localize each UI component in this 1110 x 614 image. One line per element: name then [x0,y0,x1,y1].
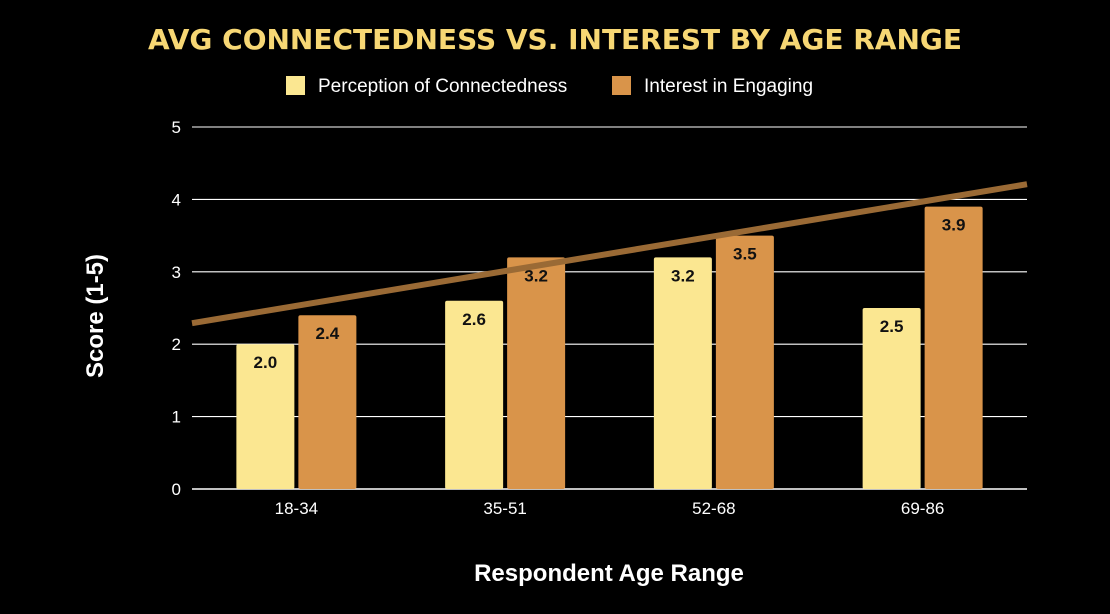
x-axis-ticks: 18-34 35-51 52-68 69-86 [275,499,945,518]
x-axis-title: Respondent Age Range [474,560,744,587]
x-tick-label: 18-34 [275,499,318,518]
data-label: 2.4 [316,324,340,343]
bar-interest-35-51 [507,257,566,489]
bar-connectedness-52-68 [653,257,712,489]
x-tick-label: 52-68 [692,499,735,518]
y-axis-title: Score (1-5) [82,254,109,378]
bar-connectedness-69-86 [862,308,921,489]
y-tick-label: 5 [172,118,181,137]
legend-label-connectedness: Perception of Connectedness [318,76,567,97]
bar-connectedness-18-34 [236,344,295,489]
data-label: 2.6 [462,310,486,329]
y-tick-label: 0 [172,480,181,499]
data-label: 2.5 [880,317,904,336]
legend: Perception of Connectedness Interest in … [286,76,813,97]
legend-swatch-interest [612,76,631,95]
chart-title: AVG CONNECTEDNESS VS. INTEREST BY AGE RA… [148,23,962,56]
x-tick-label: 69-86 [901,499,944,518]
bars: 2.0 2.4 2.6 3.2 3.2 3.5 2.5 3.9 [236,206,983,489]
bar-interest-18-34 [298,315,357,489]
legend-swatch-connectedness [286,76,305,95]
y-axis-ticks: 0 1 2 3 4 5 [172,118,181,499]
trendline-group [191,181,1028,327]
data-label: 3.2 [671,266,695,285]
trendline [191,181,1028,327]
y-tick-label: 4 [172,190,181,209]
data-label: 3.2 [524,266,548,285]
y-tick-label: 1 [172,408,181,427]
data-label: 2.0 [254,353,278,372]
y-tick-label: 3 [172,263,181,282]
legend-label-interest: Interest in Engaging [644,76,813,97]
bar-connectedness-35-51 [445,300,504,489]
data-label: 3.9 [942,216,966,235]
bar-interest-69-86 [924,206,983,489]
bar-interest-52-68 [715,235,774,489]
x-tick-label: 35-51 [483,499,526,518]
y-tick-label: 2 [172,335,181,354]
data-label: 3.5 [733,245,757,264]
